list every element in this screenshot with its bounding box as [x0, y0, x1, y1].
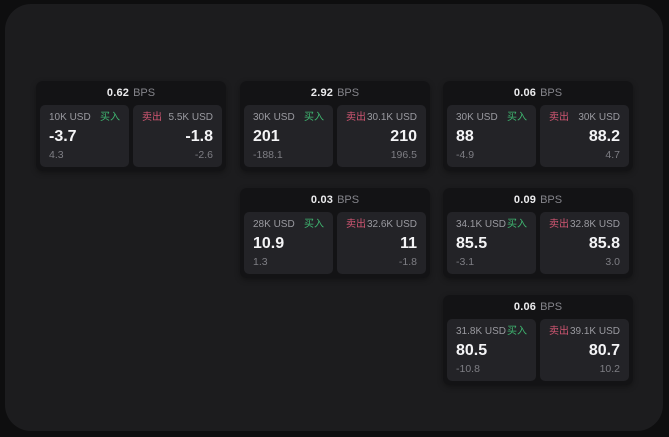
buy-change: -188.1: [253, 149, 283, 161]
sell-change: 10.2: [599, 363, 620, 375]
quote-card-2: 2.92 BPS 30K USD 买入 201 -188.1 卖出 30.1K …: [240, 81, 430, 171]
bps-header: 0.62 BPS: [36, 81, 226, 105]
buy-change: 1.3: [253, 256, 268, 268]
buy-amount: 10K USD: [49, 112, 91, 123]
buy-amount: 28K USD: [253, 219, 295, 230]
buy-price: 88: [456, 127, 474, 145]
buy-change: -10.8: [456, 363, 480, 375]
buy-label: 买入: [304, 112, 324, 123]
sell-change: 196.5: [390, 149, 417, 161]
buy-price: 201: [253, 127, 280, 145]
bps-unit-label: BPS: [540, 87, 563, 99]
sell-price: 210: [390, 127, 417, 145]
sell-price: 85.8: [588, 234, 620, 252]
sell-amount: 32.8K USD: [569, 219, 620, 230]
sell-change: -1.8: [398, 256, 417, 268]
sell-amount: 30K USD: [578, 112, 620, 123]
sell-change: 3.0: [605, 256, 620, 268]
quote-card-6: 0.06 BPS 31.8K USD 买入 80.5 -10.8 卖出 39.1…: [443, 295, 633, 385]
bps-unit-label: BPS: [337, 87, 360, 99]
buy-amount: 30K USD: [253, 112, 295, 123]
sell-label: 卖出: [142, 112, 162, 123]
sell-price: 80.7: [588, 341, 620, 359]
buy-amount: 30K USD: [456, 112, 498, 123]
bps-value: 0.09: [513, 194, 537, 206]
buy-price: 10.9: [253, 234, 285, 252]
sell-amount: 5.5K USD: [168, 112, 213, 123]
sell-label: 卖出: [549, 112, 569, 123]
sell-label: 卖出: [346, 112, 366, 123]
bps-header: 0.09 BPS: [443, 188, 633, 212]
bps-value: 2.92: [310, 87, 334, 99]
bps-header: 0.06 BPS: [443, 295, 633, 319]
bps-value: 0.62: [106, 87, 130, 99]
bps-value: 0.03: [310, 194, 334, 206]
buy-price: 80.5: [456, 341, 488, 359]
buy-price: -3.7: [49, 127, 77, 145]
buy-tile[interactable]: 30K USD 买入 88 -4.9: [447, 105, 536, 167]
buy-label: 买入: [507, 326, 527, 337]
sell-label: 卖出: [549, 219, 569, 230]
buy-label: 买入: [100, 112, 120, 123]
sell-price: 88.2: [588, 127, 620, 145]
buy-change: -4.9: [456, 149, 475, 161]
sell-price: -1.8: [185, 127, 213, 145]
buy-tile[interactable]: 34.1K USD 买入 85.5 -3.1: [447, 212, 536, 274]
quote-card-5: 0.09 BPS 34.1K USD 买入 85.5 -3.1 卖出 32.8K…: [443, 188, 633, 278]
bps-header: 0.06 BPS: [443, 81, 633, 105]
sell-price: 11: [400, 234, 417, 252]
bps-header: 0.03 BPS: [240, 188, 430, 212]
quote-card-3: 0.06 BPS 30K USD 买入 88 -4.9 卖出 30K USD 8…: [443, 81, 633, 171]
sell-label: 卖出: [346, 219, 366, 230]
sell-change: 4.7: [605, 149, 620, 161]
bps-unit-label: BPS: [540, 301, 563, 313]
quote-card-4: 0.03 BPS 28K USD 买入 10.9 1.3 卖出 32.6K US…: [240, 188, 430, 278]
buy-tile[interactable]: 31.8K USD 买入 80.5 -10.8: [447, 319, 536, 381]
buy-change: 4.3: [49, 149, 64, 161]
sell-tile[interactable]: 卖出 30K USD 88.2 4.7: [540, 105, 629, 167]
sell-amount: 32.6K USD: [366, 219, 417, 230]
buy-tile[interactable]: 10K USD 买入 -3.7 4.3: [40, 105, 129, 167]
buy-amount: 34.1K USD: [456, 219, 507, 230]
buy-label: 买入: [507, 112, 527, 123]
buy-tile[interactable]: 28K USD 买入 10.9 1.3: [244, 212, 333, 274]
buy-label: 买入: [304, 219, 324, 230]
buy-label: 买入: [507, 219, 527, 230]
sell-amount: 30.1K USD: [366, 112, 417, 123]
quotes-panel: 0.62 BPS 10K USD 买入 -3.7 4.3 卖出 5.5K USD…: [5, 4, 663, 431]
sell-tile[interactable]: 卖出 39.1K USD 80.7 10.2: [540, 319, 629, 381]
buy-tile[interactable]: 30K USD 买入 201 -188.1: [244, 105, 333, 167]
bps-unit-label: BPS: [337, 194, 360, 206]
buy-amount: 31.8K USD: [456, 326, 507, 337]
sell-tile[interactable]: 卖出 32.8K USD 85.8 3.0: [540, 212, 629, 274]
bps-unit-label: BPS: [540, 194, 563, 206]
buy-change: -3.1: [456, 256, 475, 268]
quote-card-1: 0.62 BPS 10K USD 买入 -3.7 4.3 卖出 5.5K USD…: [36, 81, 226, 171]
sell-tile[interactable]: 卖出 32.6K USD 11 -1.8: [337, 212, 426, 274]
bps-value: 0.06: [513, 87, 537, 99]
bps-unit-label: BPS: [133, 87, 156, 99]
sell-tile[interactable]: 卖出 5.5K USD -1.8 -2.6: [133, 105, 222, 167]
sell-amount: 39.1K USD: [569, 326, 620, 337]
bps-value: 0.06: [513, 301, 537, 313]
sell-tile[interactable]: 卖出 30.1K USD 210 196.5: [337, 105, 426, 167]
sell-label: 卖出: [549, 326, 569, 337]
sell-change: -2.6: [194, 149, 213, 161]
bps-header: 2.92 BPS: [240, 81, 430, 105]
buy-price: 85.5: [456, 234, 488, 252]
